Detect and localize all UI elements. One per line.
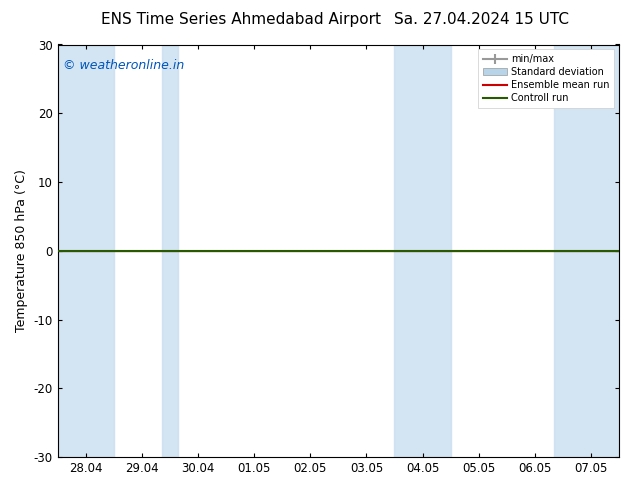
Text: © weatheronline.in: © weatheronline.in [63,59,184,72]
Bar [555,45,619,457]
Text: Sa. 27.04.2024 15 UTC: Sa. 27.04.2024 15 UTC [394,12,569,27]
Y-axis label: Temperature 850 hPa (°C): Temperature 850 hPa (°C) [15,170,28,332]
Text: ENS Time Series Ahmedabad Airport: ENS Time Series Ahmedabad Airport [101,12,381,27]
Bar [162,45,178,457]
Bar [58,45,113,457]
Bar [394,45,451,457]
Legend: min/max, Standard deviation, Ensemble mean run, Controll run: min/max, Standard deviation, Ensemble me… [478,49,614,108]
